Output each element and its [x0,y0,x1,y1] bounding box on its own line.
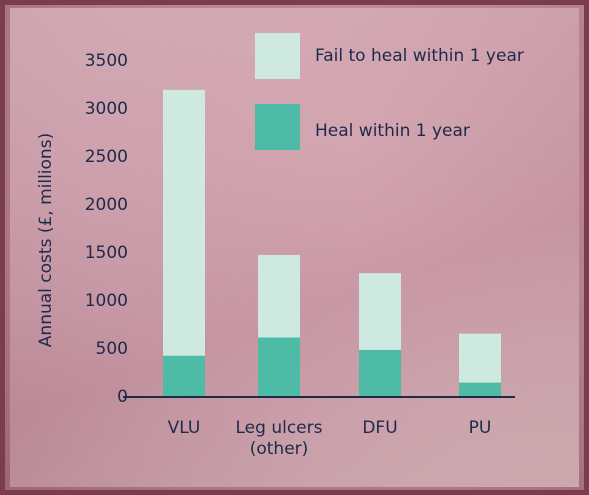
bar-segment [459,382,501,397]
x-tick-label: DFU [362,418,398,438]
x-tick-label: Leg ulcers (other) [235,418,323,459]
legend-label: Heal within 1 year [315,121,470,141]
y-tick-label: 1500 [85,243,128,263]
bar-segment [258,337,300,397]
bar-segment [163,355,205,397]
bar-segment [163,89,205,356]
y-tick-label: 1000 [85,291,128,311]
y-tick-label: 500 [96,339,128,359]
chart-background [10,8,579,487]
y-tick-label: 2000 [85,195,128,215]
legend-swatch [255,104,300,150]
x-tick-label: VLU [167,418,201,438]
bar-segment [359,349,401,397]
y-tick-label: 0 [117,387,128,407]
legend-label: Fail to heal within 1 year [315,46,524,66]
x-tick-label: PU [468,418,492,438]
y-axis-label: Annual costs (£, millions) [36,133,56,347]
bar-segment [459,333,501,383]
legend-swatch [255,33,300,79]
y-tick-label: 3500 [85,51,128,71]
bar-segment [258,254,300,338]
bar-segment [359,273,401,350]
y-tick-label: 3000 [85,99,128,119]
y-tick-label: 2500 [85,147,128,167]
